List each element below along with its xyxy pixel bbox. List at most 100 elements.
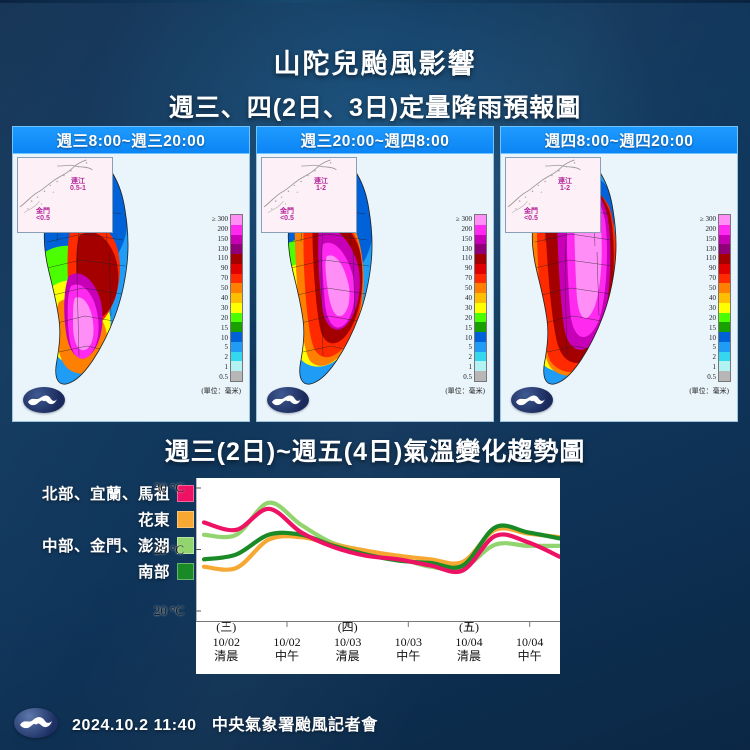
mainland-inset-1: 連江 0.5-1 金門 <0.5 [17,157,113,233]
colorbar-swatch [719,351,730,362]
colorbar-swatch [231,244,242,254]
legend-color-swatch [177,562,194,580]
colorbar-swatch [231,224,242,235]
colorbar-tick-label: 50 [709,284,716,293]
colorbar-swatch [719,234,730,245]
colorbar-swatch [475,254,486,264]
colorbar-unit: (單位：毫米) [201,387,241,395]
colorbar-swatch [719,312,730,323]
colorbar-swatch [719,215,730,225]
colorbar-swatch [475,293,486,303]
x-tick-weekday [395,621,422,635]
colorbar-tick-label: 2 [712,353,717,362]
colorbar-swatch [475,341,486,352]
colorbar-tick-label: 1 [468,363,473,372]
colorbar-swatch [475,283,486,293]
footer-bar: 2024.10.2 11:40 中央氣象署颱風記者會 [0,696,750,750]
colorbar-strip [474,214,487,382]
y-axis-label: 30 °C [153,480,184,495]
colorbar-ticks: ≥ 300 200 150 130 110 90 70 50 40 30 20 15 10 5 2 1 0.5 [436,214,472,382]
colorbar-ticks: ≥ 300 200 150 130 110 90 70 50 40 30 20 15 10 5 2 1 0.5 [680,214,716,382]
x-tick-group-6: 10/04 中午 [516,621,543,664]
temperature-legend: 北部、宜蘭、馬祖 花東 中部、金門、澎湖 南部 [6,480,194,584]
mainland-coastline [507,159,581,214]
x-tick-time: 中午 [274,649,299,664]
colorbar-tick-label: 30 [221,303,228,312]
legend-item-4: 南部 [6,558,194,584]
colorbar-swatch [719,332,730,342]
temperature-section-title: 週三(2日)~週五(4日)氣溫變化趨勢圖 [164,438,586,466]
x-tick-weekday: (三) [216,620,237,634]
colorbar-swatch [475,312,486,323]
footer-text: 2024.10.2 11:40 中央氣象署颱風記者會 [72,711,378,735]
x-tick-weekday [273,621,300,635]
colorbar-swatch [719,361,730,371]
colorbar-tick-label: 20 [465,313,472,322]
series-line-1 [201,506,560,575]
colorbar-swatch [719,302,730,313]
colorbar-swatch [231,293,242,303]
footer-timestamp: 2024.10.2 11:40 [72,717,197,734]
colorbar-tick-label: 20 [221,313,228,322]
colorbar-swatch [475,361,486,371]
footer-caption: 中央氣象署颱風記者會 [211,717,378,734]
page-header: 山陀兒颱風影響 週三、四(2日、3日)定量降雨預報圖 [0,42,750,124]
colorbar-tick-label: 130 [461,244,473,253]
colorbar-swatch [231,351,242,362]
colorbar-swatch [231,263,242,274]
colorbar-unit: (單位：毫米) [689,387,729,395]
rainfall-forecast-panels: 週三8:00~週三20:00 連江 0.5-1 [12,126,738,422]
colorbar-tick-label: 0.5 [707,373,716,382]
x-tick-weekday [516,621,543,635]
legend-item-label: 南部 [137,564,170,581]
legend-item-2: 花東 [6,506,194,532]
colorbar-tick-label: 10 [709,333,716,342]
colorbar-swatch [231,234,242,245]
colorbar-tick-label: 70 [709,274,716,283]
colorbar-swatch [719,293,730,303]
mainland-inset-2: 連江 1-2 金門 <0.5 [261,157,357,233]
colorbar-tick-label: ≥ 300 [211,214,228,223]
x-tick-date: 10/04 [516,634,544,649]
colorbar-tick-label: 2 [468,353,473,362]
x-tick-group-3: (四) 10/03 清晨 [334,620,361,664]
colorbar-tick-label: 130 [217,244,229,253]
colorbar-tick-label: 90 [221,264,228,273]
inset-label-lianjiang: 連江 1-2 [558,178,572,193]
x-tick-date: 10/04 [455,634,483,649]
page-title: 山陀兒颱風影響 [273,49,477,79]
inset-label-kinmen: 金門 <0.5 [524,208,538,223]
colorbar-swatch [719,273,730,284]
y-axis-label: 20 °C [153,603,184,618]
colorbar-swatch [231,302,242,313]
colorbar-strip [230,214,243,382]
mainland-coastline [19,159,93,214]
colorbar-tick-label: 40 [221,294,228,302]
temperature-chart [196,478,560,621]
colorbar-tick-label: 2 [224,353,229,362]
rainfall-panel-period-2: 週三20:00~週四8:00 [256,126,494,154]
rainfall-colorbar-1: ≥ 300 200 150 130 110 90 70 50 40 30 20 15 10 5 2 1 0.5 … [191,214,243,395]
colorbar-tick-label: 30 [709,303,716,312]
colorbar-tick-label: 110 [217,254,228,263]
x-tick-date: 10/02 [212,634,240,649]
colorbar-tick-label: 15 [221,323,228,332]
rainfall-colorbar-2: ≥ 300 200 150 130 110 90 70 50 40 30 20 15 10 5 2 1 0.5 … [435,214,487,395]
temperature-chart-plot [196,478,560,621]
colorbar-swatch [231,283,242,293]
rainfall-panel-period-3: 週四8:00~週四20:00 [500,126,738,154]
colorbar-tick-label: 130 [705,244,717,253]
colorbar-unit: (單位：毫米) [445,387,485,395]
colorbar-swatch [475,351,486,362]
colorbar-tick-label: 15 [465,323,472,332]
colorbar-tick-label: 90 [465,264,472,273]
colorbar-tick-label: 150 [217,234,229,243]
colorbar-strip [718,214,731,382]
inset-label-kinmen: 金門 <0.5 [36,208,50,223]
colorbar-tick-label: 5 [468,343,473,352]
colorbar-swatch [475,273,486,284]
colorbar-swatch [719,341,730,352]
colorbar-swatch [719,283,730,293]
colorbar-tick-label: 90 [709,264,716,273]
legend-color-swatch [177,510,194,528]
